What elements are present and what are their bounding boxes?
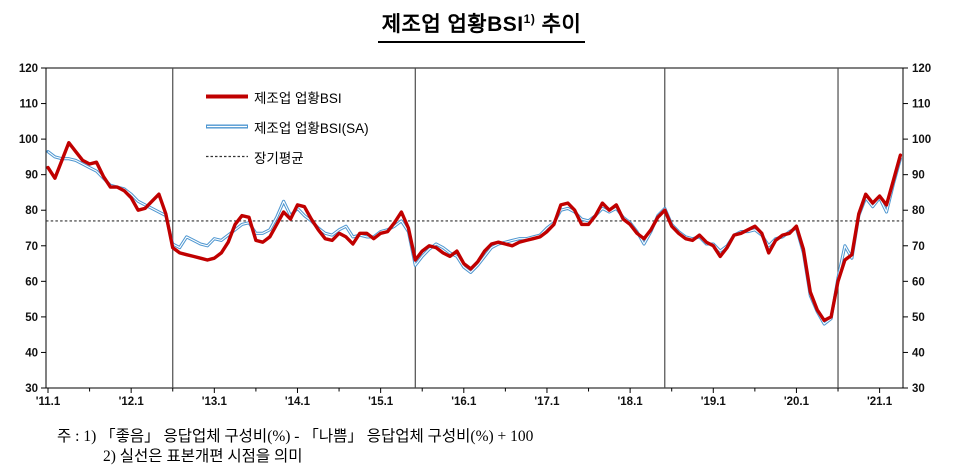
y-axis-label-left: 100 bbox=[19, 134, 38, 146]
y-axis-label-left: 120 bbox=[19, 63, 38, 75]
x-axis-label: '17.1 bbox=[534, 396, 560, 408]
y-axis-label-right: 30 bbox=[912, 383, 925, 395]
y-axis-label-right: 90 bbox=[912, 170, 925, 182]
x-axis-label: '13.1 bbox=[202, 396, 228, 408]
y-axis-label-left: 40 bbox=[25, 347, 38, 359]
y-axis-label-left: 110 bbox=[19, 99, 38, 111]
legend-item-average: 장기평균 bbox=[204, 146, 369, 167]
x-axis-label: '19.1 bbox=[701, 396, 727, 408]
y-axis-label-left: 30 bbox=[25, 383, 38, 395]
y-axis-label-left: 50 bbox=[25, 312, 38, 324]
title-tail: 추이 bbox=[535, 13, 582, 36]
legend-label-bsi-sa: 제조업 업황BSI(SA) bbox=[254, 120, 369, 136]
page-title: 제조업 업황BSI1) 추이 bbox=[377, 8, 586, 43]
chart-legend: 제조업 업황BSI 제조업 업황BSI(SA) 장기평균 bbox=[204, 86, 369, 176]
legend-label-average: 장기평균 bbox=[254, 150, 304, 166]
series-bsi-sa-line-core bbox=[47, 151, 901, 325]
series-bsi-sa-line bbox=[46, 150, 902, 326]
y-axis-label-left: 60 bbox=[25, 276, 38, 288]
footnote-line-2: 2) 실선은 표본개편 시점을 의미 bbox=[103, 448, 303, 465]
x-axis-label: '21.1 bbox=[867, 396, 893, 408]
y-axis-label-right: 120 bbox=[912, 63, 931, 75]
series-bsi-line bbox=[46, 140, 903, 323]
y-axis-label-right: 80 bbox=[912, 205, 925, 217]
x-axis-label: '15.1 bbox=[368, 396, 394, 408]
x-axis-label: '12.1 bbox=[119, 396, 145, 408]
y-axis-label-right: 60 bbox=[912, 276, 925, 288]
x-axis-label: '20.1 bbox=[784, 396, 810, 408]
x-axis-label: '18.1 bbox=[618, 396, 644, 408]
legend-label-bsi: 제조업 업황BSI bbox=[254, 90, 342, 106]
legend-item-bsi-sa: 제조업 업황BSI(SA) bbox=[204, 116, 369, 137]
title-wrap: 제조업 업황BSI1) 추이 bbox=[0, 8, 963, 43]
y-axis-label-left: 90 bbox=[25, 170, 38, 182]
dotted-line-sample-icon bbox=[206, 155, 248, 158]
red-line-sample-icon bbox=[206, 94, 248, 99]
y-axis-label-right: 40 bbox=[912, 347, 925, 359]
y-axis-label-right: 100 bbox=[912, 134, 931, 146]
y-axis-label-left: 80 bbox=[25, 205, 38, 217]
title-footnote-marker: 1) bbox=[523, 12, 536, 26]
title-main: 제조업 업황BSI bbox=[381, 13, 524, 36]
x-axis-label: '11.1 bbox=[36, 396, 61, 408]
x-axis-label: '16.1 bbox=[451, 396, 477, 408]
chart-footnote: 주 : 1) 「좋음」 응답업체 구성비(%) - 「나쁨」 응답업체 구성비(… bbox=[57, 427, 533, 467]
y-axis-label-right: 110 bbox=[912, 99, 931, 111]
legend-item-bsi: 제조업 업황BSI bbox=[204, 86, 369, 107]
x-axis-label: '14.1 bbox=[285, 396, 311, 408]
bsi-line-chart: 30 30 40 40 50 50 60 60 70 70 80 80 90 90 100 100 110 110… bbox=[19, 63, 931, 408]
footnote-line-1: 주 : 1) 「좋음」 응답업체 구성비(%) - 「나쁨」 응답업체 구성비(… bbox=[57, 428, 534, 445]
plot-area-border bbox=[45, 67, 904, 389]
blue-line-sample-icon bbox=[206, 124, 248, 129]
y-axis-label-right: 50 bbox=[912, 312, 925, 324]
y-axis-label-left: 70 bbox=[25, 241, 38, 253]
y-axis-label-right: 70 bbox=[912, 241, 925, 253]
